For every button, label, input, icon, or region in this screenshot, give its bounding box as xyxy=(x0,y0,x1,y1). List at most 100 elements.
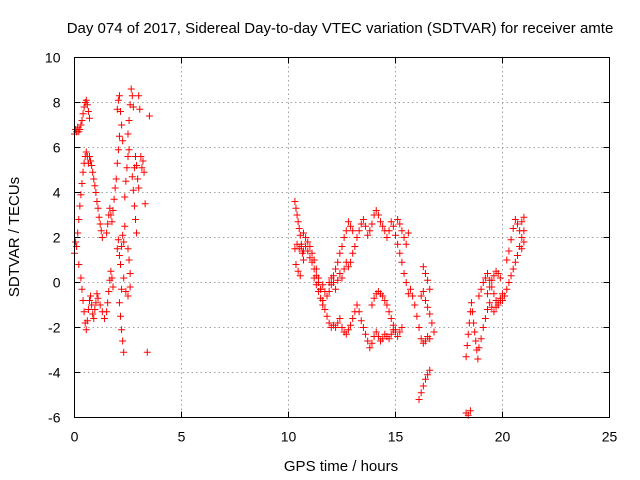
data-point xyxy=(359,324,367,331)
data-point xyxy=(426,310,434,318)
data-point xyxy=(108,274,116,282)
data-point xyxy=(383,301,391,309)
data-point xyxy=(428,319,436,327)
data-point xyxy=(134,175,142,183)
data-point xyxy=(100,315,108,322)
data-point xyxy=(105,288,113,295)
data-point xyxy=(368,301,376,309)
data-point xyxy=(409,292,417,300)
data-point xyxy=(415,324,423,331)
data-point xyxy=(299,229,307,237)
data-point xyxy=(128,92,136,100)
data-point xyxy=(368,339,376,347)
data-point xyxy=(507,272,515,280)
data-point xyxy=(366,227,374,235)
data-point xyxy=(133,229,141,237)
data-point xyxy=(91,182,99,190)
data-point xyxy=(479,324,487,331)
data-point xyxy=(131,216,139,223)
data-point xyxy=(74,229,82,237)
data-point xyxy=(294,218,302,226)
data-point xyxy=(135,184,143,192)
data-point xyxy=(108,218,116,226)
data-point xyxy=(513,220,521,228)
data-point xyxy=(400,234,408,241)
data-point xyxy=(77,191,85,199)
data-point xyxy=(323,292,331,300)
data-point xyxy=(424,371,432,379)
data-point xyxy=(486,299,494,307)
data-point xyxy=(347,222,355,230)
data-point xyxy=(113,245,121,253)
data-point xyxy=(125,256,133,264)
data-point xyxy=(344,326,352,334)
data-point xyxy=(310,274,318,282)
data-point xyxy=(118,243,126,250)
data-point xyxy=(400,270,408,277)
data-point xyxy=(104,299,112,307)
data-point xyxy=(321,306,329,313)
data-point xyxy=(123,164,131,172)
data-point xyxy=(351,243,359,250)
data-point xyxy=(357,317,365,325)
data-point xyxy=(139,157,147,165)
data-point xyxy=(374,211,382,219)
data-point xyxy=(496,297,504,304)
data-point xyxy=(122,288,130,295)
data-point xyxy=(347,321,355,329)
data-point xyxy=(84,306,92,313)
data-point xyxy=(112,175,120,183)
data-point xyxy=(334,276,342,284)
data-point xyxy=(130,202,138,210)
data-point xyxy=(114,146,122,154)
data-point xyxy=(82,96,90,104)
data-point xyxy=(85,153,93,160)
data-point xyxy=(518,245,526,253)
data-point xyxy=(505,279,513,286)
data-point xyxy=(119,231,127,239)
x-tick-label: 25 xyxy=(602,429,618,445)
data-point xyxy=(312,281,320,289)
data-point xyxy=(89,310,97,318)
data-point xyxy=(137,153,145,160)
data-point xyxy=(308,258,316,266)
data-point xyxy=(383,234,391,241)
data-point xyxy=(96,220,104,228)
data-point xyxy=(474,355,482,363)
data-point xyxy=(496,274,504,282)
data-point xyxy=(347,258,355,266)
data-point xyxy=(340,234,348,241)
axis-ticks: 0 5 10 15 20 25 -6 -4 -2 0 2 4 6 8 10 xyxy=(45,50,618,445)
data-point xyxy=(96,301,104,309)
data-point xyxy=(490,308,498,316)
plot-frame xyxy=(74,57,610,418)
data-point xyxy=(292,261,300,268)
data-point xyxy=(314,288,322,295)
data-point xyxy=(396,249,404,257)
data-point xyxy=(368,220,376,228)
data-point xyxy=(511,216,519,223)
data-point xyxy=(310,265,318,273)
data-point xyxy=(398,227,406,235)
data-point xyxy=(518,234,526,241)
data-point xyxy=(477,285,485,293)
data-point xyxy=(125,146,133,154)
data-point xyxy=(484,306,492,313)
data-point xyxy=(411,301,419,309)
data-point xyxy=(355,308,363,316)
data-point xyxy=(78,180,86,187)
data-point xyxy=(120,274,128,282)
data-point xyxy=(291,198,299,205)
data-point xyxy=(481,274,489,282)
data-point xyxy=(94,204,102,212)
x-axis-label: GPS time / hours xyxy=(284,458,398,475)
data-point xyxy=(417,335,425,343)
data-point xyxy=(76,126,84,133)
data-point xyxy=(520,213,528,221)
data-point xyxy=(124,153,132,160)
data-point xyxy=(394,216,402,223)
data-point xyxy=(404,229,412,237)
data-point xyxy=(79,110,87,118)
data-point xyxy=(421,270,429,277)
data-point xyxy=(129,186,137,194)
